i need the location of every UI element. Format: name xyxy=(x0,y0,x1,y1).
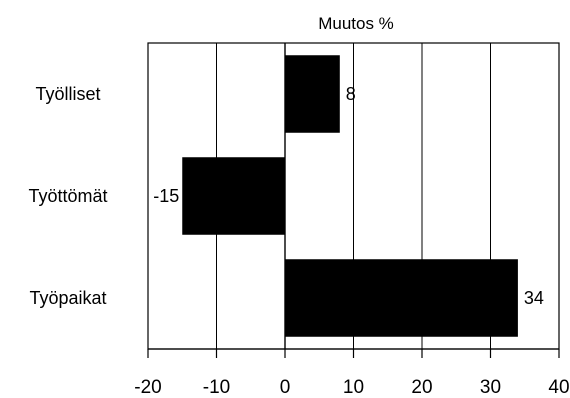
data-labels: 8 -15 34 xyxy=(153,84,544,308)
category-labels: Työlliset Työttömät Työpaikat xyxy=(28,84,107,308)
category-label: Työttömät xyxy=(28,186,107,206)
x-tick-label: -20 xyxy=(134,377,161,398)
bar xyxy=(285,259,518,337)
bars xyxy=(182,55,518,337)
data-label: 34 xyxy=(524,288,544,308)
x-tick-label: 30 xyxy=(480,377,501,398)
x-tick-label: 0 xyxy=(280,377,291,398)
x-tick-label: 40 xyxy=(548,377,569,398)
bar xyxy=(182,157,285,235)
data-label: -15 xyxy=(153,186,179,206)
x-tick-label: 20 xyxy=(411,377,432,398)
x-axis: -20 -10 0 10 20 30 40 xyxy=(134,348,570,398)
data-label: 8 xyxy=(346,84,356,104)
category-label: Työpaikat xyxy=(29,288,106,308)
x-tick-label: -10 xyxy=(203,377,230,398)
bar xyxy=(285,55,340,133)
x-tick-label: 10 xyxy=(343,377,364,398)
chart-title: Muutos % xyxy=(318,14,394,33)
category-label: Työlliset xyxy=(35,84,100,104)
